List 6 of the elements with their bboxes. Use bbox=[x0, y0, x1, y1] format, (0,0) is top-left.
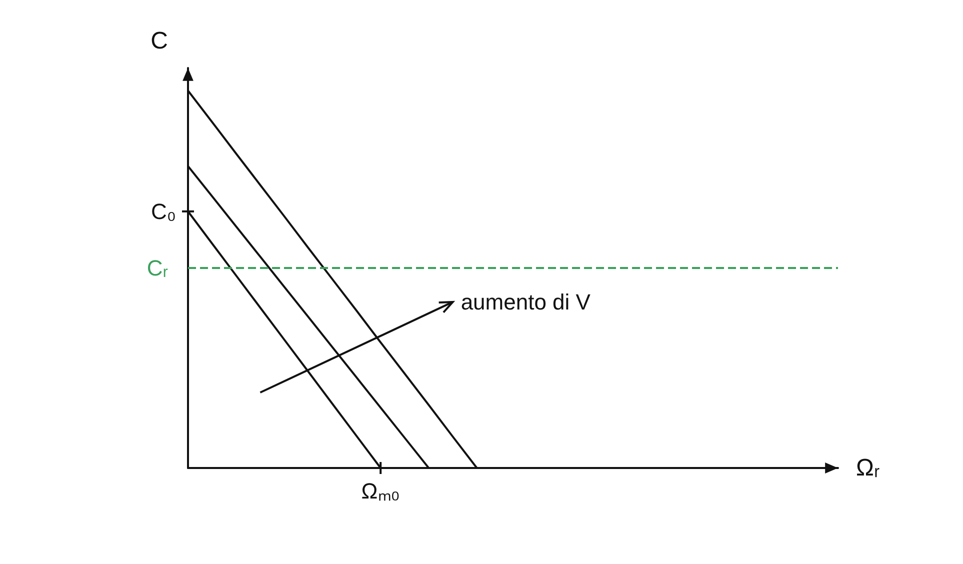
x-axis-title: Ωᵣ bbox=[856, 454, 880, 482]
y-axis-title: C bbox=[150, 28, 168, 54]
annotation: Ωₘ₀ bbox=[361, 478, 400, 504]
annotation: aumento di V bbox=[460, 289, 591, 314]
text: C₀ bbox=[150, 198, 176, 224]
ref-line-label: Cᵣ bbox=[146, 256, 168, 280]
